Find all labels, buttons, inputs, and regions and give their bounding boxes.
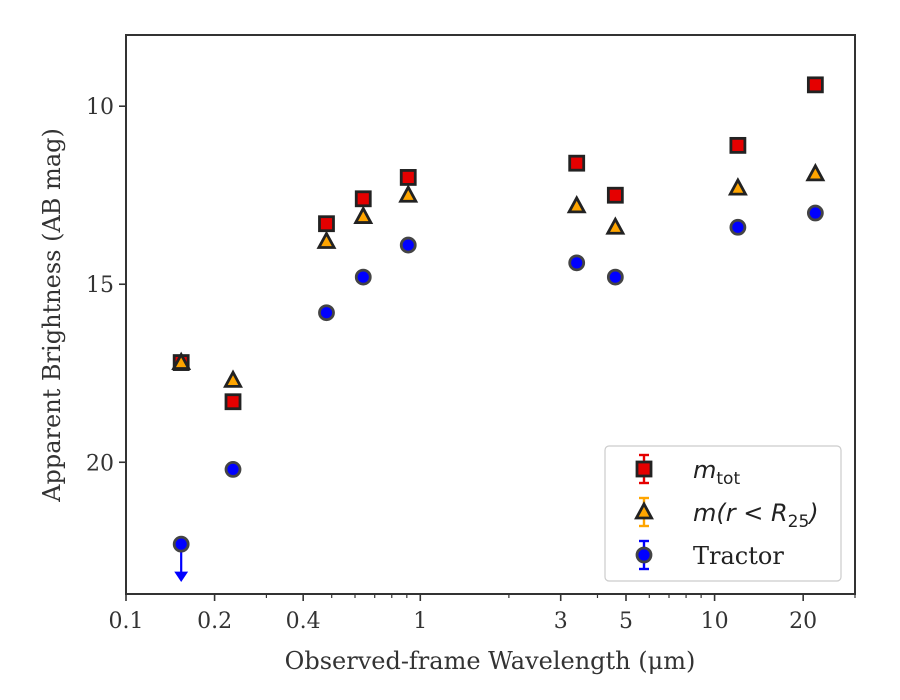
y-tick-label: 10 xyxy=(86,95,114,120)
triangle-point xyxy=(805,162,826,182)
square-point xyxy=(806,76,824,94)
square-point xyxy=(354,190,372,208)
triangle-point xyxy=(566,194,587,214)
triangle-point xyxy=(398,184,419,203)
circle-point xyxy=(568,254,586,272)
circle-point xyxy=(729,218,747,236)
circle-point xyxy=(172,535,190,553)
x-tick-label: 0.4 xyxy=(286,609,321,634)
x-tick-label: 5 xyxy=(619,609,633,634)
x-tick-label: 0.2 xyxy=(197,609,232,634)
upper-limit-arrow-head xyxy=(174,571,189,583)
square-point xyxy=(399,169,417,186)
triangle-point xyxy=(353,205,374,224)
square-point xyxy=(318,215,335,233)
data-markers xyxy=(171,76,826,583)
circle-point xyxy=(318,304,335,322)
legend-square-swatch xyxy=(635,460,653,478)
y-axis-label: Apparent Brightness (AB mag) xyxy=(38,128,66,503)
circle-point xyxy=(224,460,242,478)
x-tick-label: 0.1 xyxy=(109,609,144,634)
triangle-point xyxy=(171,351,192,370)
triangle-point xyxy=(727,177,748,196)
y-tick-label: 15 xyxy=(86,273,114,298)
square-point xyxy=(606,186,624,204)
circle-point xyxy=(806,204,824,222)
circle-point xyxy=(354,268,372,286)
circle-point xyxy=(399,236,417,254)
legend-circle-swatch xyxy=(635,546,653,564)
square-point xyxy=(568,154,586,172)
triangle-point xyxy=(316,230,337,249)
x-axis-label: Observed-frame Wavelength (μm) xyxy=(285,647,696,675)
triangle-point xyxy=(605,216,626,235)
square-point xyxy=(224,393,242,411)
y-tick-label: 20 xyxy=(86,451,114,476)
plot-border xyxy=(125,34,856,595)
y-axis: 10 15 20 xyxy=(86,95,126,476)
x-tick-label: 3 xyxy=(554,609,568,634)
plot-frame xyxy=(125,34,856,595)
triangle-point xyxy=(223,369,243,388)
legend-label: Tractor xyxy=(693,542,784,570)
x-tick-label: 10 xyxy=(701,609,729,634)
x-axis: 0.1 0.2 0.4 1 3 5 10 20 xyxy=(109,594,856,634)
x-tick-label: 1 xyxy=(413,609,427,634)
legend-triangle-swatch xyxy=(634,501,654,520)
circle-point xyxy=(606,268,624,286)
x-tick-label: 20 xyxy=(789,609,817,634)
square-point xyxy=(729,136,747,154)
legend-box xyxy=(604,445,842,582)
